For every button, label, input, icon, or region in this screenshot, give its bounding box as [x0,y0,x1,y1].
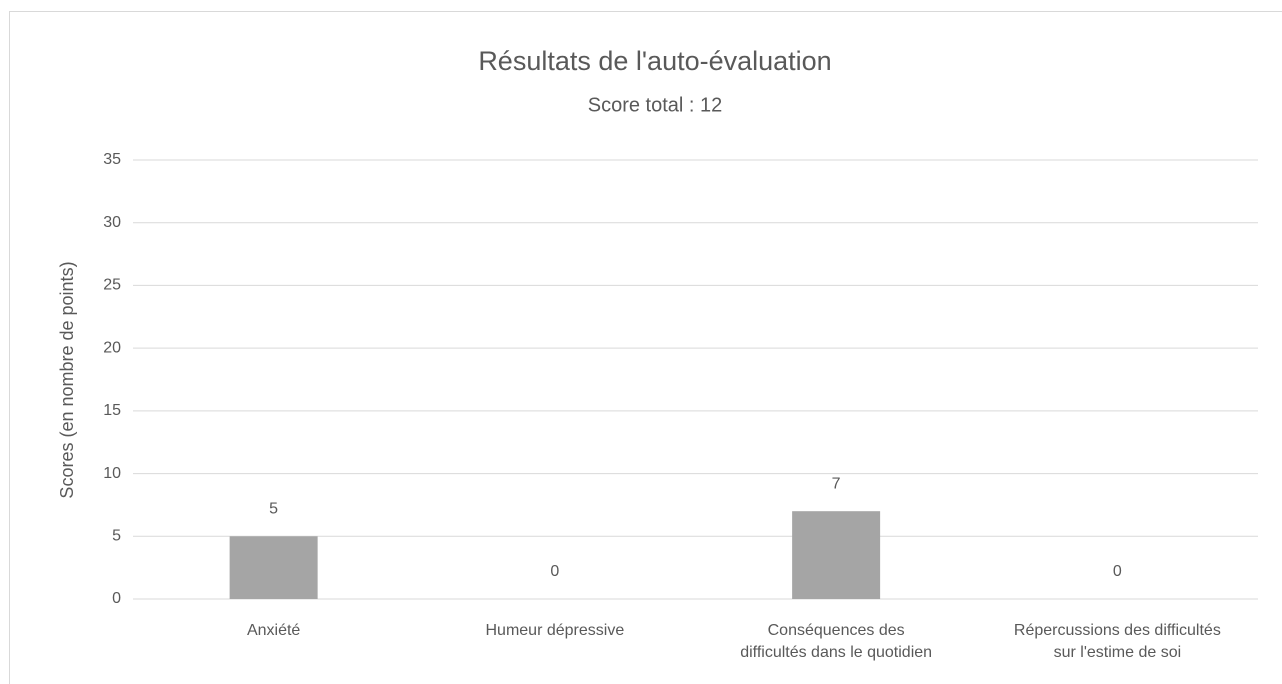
y-tick-label: 0 [112,590,121,607]
y-tick-label: 15 [103,402,121,419]
y-tick-label: 5 [112,528,121,545]
x-tick-label: Répercussions des difficultés sur l'esti… [1013,622,1221,661]
y-tick-label: 25 [103,277,121,294]
y-tick-label: 30 [103,214,121,231]
x-tick-label: Humeur dépressive [485,622,625,639]
y-axis-label: Scores (en nombre de points) [57,261,77,498]
data-label: 7 [832,475,841,492]
x-tick-label: Anxiété [246,622,301,639]
chart-title: Résultats de l'auto-évaluation [478,46,831,76]
bar [792,511,881,599]
chart-frame [9,11,1282,684]
data-label: 0 [1113,563,1122,580]
chart-subtitle: Score total : 12 [588,94,723,116]
bar [229,536,318,599]
data-label: 5 [269,501,278,518]
y-tick-label: 10 [103,465,121,482]
y-tick-label: 35 [103,151,121,168]
data-label: 0 [550,563,559,580]
y-tick-label: 20 [103,339,121,356]
x-tick-label: Conséquences des difficultés dans le quo… [740,622,933,661]
